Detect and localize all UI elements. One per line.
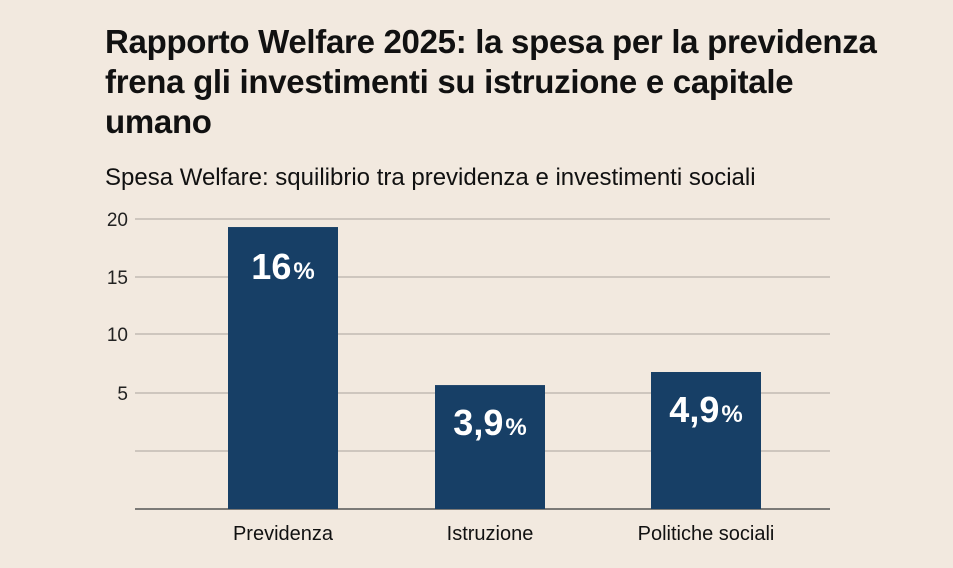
x-category-label: Previdenza: [233, 523, 334, 545]
y-tick-label: 15: [107, 268, 128, 289]
bar-istruzione: [435, 385, 545, 509]
data-label: 3,9%: [453, 402, 526, 443]
y-tick-label: 5: [117, 384, 128, 405]
data-label: 4,9%: [669, 389, 742, 430]
y-tick-label: 10: [107, 325, 128, 346]
data-label: 16%: [251, 246, 314, 287]
y-tick-label: 20: [107, 210, 128, 231]
chart-subtitle: Spesa Welfare: squilibrio tra previdenza…: [105, 164, 756, 191]
page-title: Rapporto Welfare 2025: la spesa per la p…: [105, 23, 877, 140]
bar-previdenza: [228, 227, 338, 510]
x-category-label: Istruzione: [447, 523, 534, 545]
x-category-label: Politiche sociali: [638, 523, 775, 545]
bar-politiche-sociali: [651, 372, 761, 509]
